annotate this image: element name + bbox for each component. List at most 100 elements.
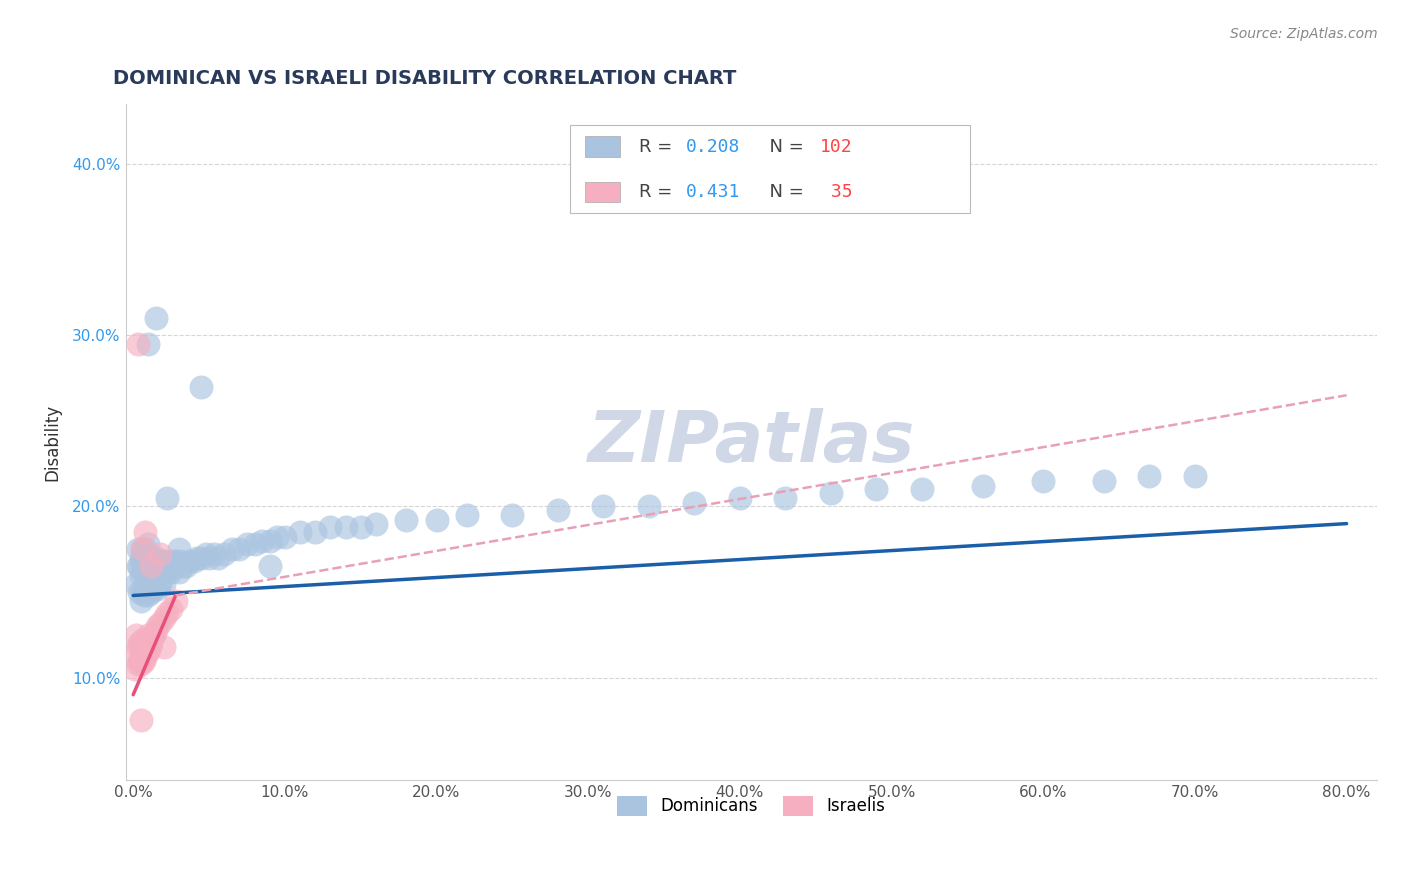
Point: [207, 550, 229, 565]
Point: [129, 714, 152, 728]
Point: [132, 565, 155, 579]
Point: [134, 525, 156, 540]
Point: [138, 589, 160, 603]
Point: [145, 550, 167, 565]
Point: [228, 542, 250, 557]
Point: [250, 533, 273, 548]
Point: [146, 582, 169, 596]
Point: [135, 565, 157, 579]
Point: [141, 559, 163, 574]
Point: [395, 513, 418, 527]
Point: [145, 311, 167, 326]
Point: [149, 548, 172, 562]
Point: [135, 548, 157, 562]
Text: Source: ZipAtlas.com: Source: ZipAtlas.com: [1230, 27, 1378, 41]
Point: [547, 503, 569, 517]
Point: [274, 530, 297, 544]
Text: DOMINICAN VS ISRAELI DISABILITY CORRELATION CHART: DOMINICAN VS ISRAELI DISABILITY CORRELAT…: [112, 69, 737, 87]
Point: [259, 559, 281, 574]
Point: [138, 554, 160, 568]
Legend: Dominicans, Israelis: Dominicans, Israelis: [610, 789, 891, 822]
Point: [202, 548, 225, 562]
Point: [190, 380, 212, 394]
Point: [131, 632, 153, 647]
Point: [128, 636, 150, 650]
Point: [138, 571, 160, 585]
Point: [160, 602, 183, 616]
FancyBboxPatch shape: [585, 136, 620, 157]
Point: [139, 554, 162, 568]
Point: [638, 500, 661, 514]
Point: [124, 662, 146, 676]
Point: [128, 559, 150, 574]
Point: [190, 550, 212, 565]
Point: [146, 554, 169, 568]
Point: [129, 640, 152, 654]
Point: [138, 645, 160, 659]
Point: [131, 542, 153, 557]
Point: [179, 554, 201, 568]
Point: [132, 589, 155, 603]
Point: [972, 479, 994, 493]
Text: N =: N =: [758, 183, 808, 202]
Point: [134, 650, 156, 665]
Point: [350, 520, 373, 534]
Point: [146, 619, 169, 633]
Point: [683, 496, 706, 510]
Point: [135, 585, 157, 599]
Text: R =: R =: [638, 138, 678, 156]
Point: [1139, 468, 1161, 483]
Point: [162, 554, 184, 568]
Point: [167, 565, 190, 579]
Point: [139, 576, 162, 591]
Point: [141, 636, 163, 650]
Point: [212, 548, 235, 562]
Point: [198, 550, 221, 565]
Point: [195, 548, 218, 562]
Point: [150, 565, 173, 579]
Point: [456, 508, 478, 522]
Point: [145, 623, 167, 637]
Point: [149, 615, 172, 630]
Point: [127, 640, 149, 654]
Point: [155, 491, 177, 505]
Point: [501, 508, 523, 522]
Point: [159, 559, 181, 574]
Point: [148, 576, 170, 591]
Y-axis label: Disability: Disability: [44, 404, 60, 481]
Point: [728, 491, 751, 505]
Point: [1032, 474, 1054, 488]
Point: [236, 537, 259, 551]
Point: [125, 645, 148, 659]
Point: [142, 554, 165, 568]
Point: [138, 337, 160, 351]
Point: [160, 565, 183, 579]
Point: [128, 585, 150, 599]
Point: [148, 554, 170, 568]
Point: [172, 559, 194, 574]
Point: [221, 542, 243, 557]
Point: [174, 559, 197, 574]
Point: [135, 645, 157, 659]
Point: [592, 500, 614, 514]
Point: [319, 520, 342, 534]
Point: [165, 593, 187, 607]
Point: [128, 653, 150, 667]
Point: [186, 550, 208, 565]
Point: [129, 657, 152, 671]
Point: [243, 537, 266, 551]
Point: [127, 337, 149, 351]
Point: [142, 576, 165, 591]
Point: [335, 520, 357, 534]
Point: [163, 559, 186, 574]
Point: [134, 542, 156, 557]
Point: [129, 550, 152, 565]
Point: [139, 640, 162, 654]
Point: [131, 585, 153, 599]
Point: [142, 628, 165, 642]
Point: [131, 650, 153, 665]
Text: 0.431: 0.431: [686, 183, 741, 202]
FancyBboxPatch shape: [569, 125, 970, 212]
Text: R =: R =: [638, 183, 678, 202]
Text: ZIPatlas: ZIPatlas: [588, 408, 915, 477]
